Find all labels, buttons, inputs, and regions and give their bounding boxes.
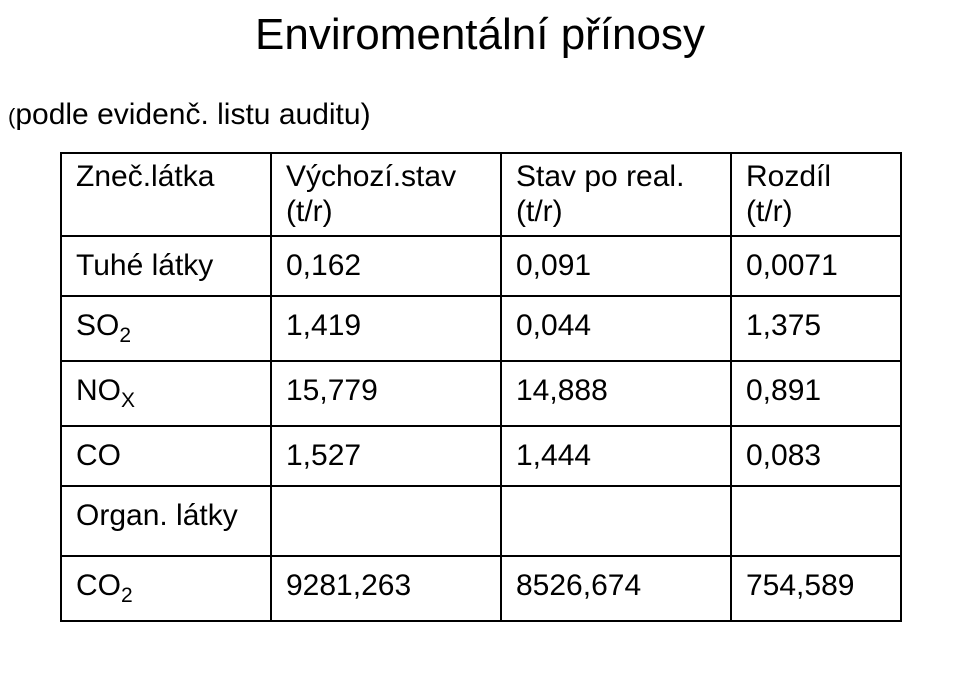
row-v3: 0,0071 (731, 236, 901, 296)
header-col3: Rozdíl (t/r) (731, 153, 901, 236)
row-v2: 1,444 (501, 426, 731, 486)
row-label: SO2 (61, 296, 271, 361)
table-row: CO1,5271,4440,083 (61, 426, 901, 486)
header-col2-sub: (t/r) (516, 195, 716, 229)
row-v3 (731, 486, 901, 556)
header-col1-sub: (t/r) (286, 195, 486, 229)
subtitle: (podle evidenč. listu auditu) (8, 98, 960, 132)
data-table: Zneč.látka Výchozí.stav (t/r) Stav po re… (60, 152, 902, 622)
table-header-row: Zneč.látka Výchozí.stav (t/r) Stav po re… (61, 153, 901, 236)
row-v1 (271, 486, 501, 556)
table-row: NOX15,77914,8880,891 (61, 361, 901, 426)
header-col2: Stav po real. (t/r) (501, 153, 731, 236)
page-title: Enviromentální přínosy (0, 10, 960, 60)
row-v1: 15,779 (271, 361, 501, 426)
row-v1: 1,419 (271, 296, 501, 361)
row-v2: 14,888 (501, 361, 731, 426)
table-row: Tuhé látky0,1620,0910,0071 (61, 236, 901, 296)
header-col2-main: Stav po real. (516, 160, 684, 193)
header-col0: Zneč.látka (61, 153, 271, 236)
row-v3: 754,589 (731, 556, 901, 621)
row-v3: 0,891 (731, 361, 901, 426)
row-label: NOX (61, 361, 271, 426)
row-v2: 8526,674 (501, 556, 731, 621)
row-v2 (501, 486, 731, 556)
row-label: Tuhé látky (61, 236, 271, 296)
header-col1-main: Výchozí.stav (286, 160, 456, 193)
row-label: Organ. látky (61, 486, 271, 556)
header-col3-main: Rozdíl (746, 160, 831, 193)
table-row: CO29281,2638526,674754,589 (61, 556, 901, 621)
table-body: Tuhé látky0,1620,0910,0071SO21,4190,0441… (61, 236, 901, 621)
row-v2: 0,044 (501, 296, 731, 361)
row-label: CO2 (61, 556, 271, 621)
row-v2: 0,091 (501, 236, 731, 296)
row-label: CO (61, 426, 271, 486)
page: Enviromentální přínosy (podle evidenč. l… (0, 0, 960, 688)
table-row: Organ. látky (61, 486, 901, 556)
subtitle-text: podle evidenč. listu auditu) (15, 98, 370, 131)
header-col3-sub: (t/r) (746, 195, 886, 229)
row-v1: 0,162 (271, 236, 501, 296)
row-v1: 9281,263 (271, 556, 501, 621)
row-v1: 1,527 (271, 426, 501, 486)
table-row: SO21,4190,0441,375 (61, 296, 901, 361)
row-v3: 1,375 (731, 296, 901, 361)
header-col1: Výchozí.stav (t/r) (271, 153, 501, 236)
row-v3: 0,083 (731, 426, 901, 486)
